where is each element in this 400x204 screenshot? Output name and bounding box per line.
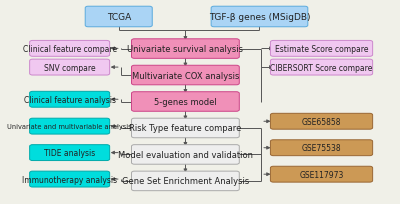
FancyBboxPatch shape	[132, 40, 239, 59]
Text: TIDE analysis: TIDE analysis	[44, 148, 95, 157]
Text: 5-genes model: 5-genes model	[154, 98, 217, 106]
FancyBboxPatch shape	[132, 171, 239, 191]
Text: Gene Set Enrichment Analysis: Gene Set Enrichment Analysis	[122, 176, 249, 185]
FancyBboxPatch shape	[270, 140, 373, 156]
Text: Univariate and multivariable analysis: Univariate and multivariable analysis	[7, 124, 132, 130]
FancyBboxPatch shape	[85, 7, 152, 28]
FancyBboxPatch shape	[30, 60, 110, 76]
FancyBboxPatch shape	[30, 171, 110, 187]
Text: CIBERSORT Score compare: CIBERSORT Score compare	[270, 63, 373, 72]
FancyBboxPatch shape	[270, 114, 373, 130]
Text: Model evaluation and validation: Model evaluation and validation	[118, 150, 253, 159]
FancyBboxPatch shape	[211, 7, 308, 28]
FancyBboxPatch shape	[132, 92, 239, 112]
FancyBboxPatch shape	[270, 60, 373, 76]
FancyBboxPatch shape	[270, 41, 373, 57]
Text: Univariate survival analysis: Univariate survival analysis	[128, 45, 244, 54]
Text: TCGA: TCGA	[107, 13, 131, 22]
Text: TGF-β genes (MSigDB): TGF-β genes (MSigDB)	[209, 13, 310, 22]
FancyBboxPatch shape	[132, 145, 239, 164]
Text: GSE65858: GSE65858	[302, 117, 341, 126]
Text: Clinical feature analysis: Clinical feature analysis	[24, 95, 116, 104]
FancyBboxPatch shape	[132, 66, 239, 85]
FancyBboxPatch shape	[270, 166, 373, 182]
FancyBboxPatch shape	[132, 119, 239, 138]
Text: Estimate Score compare: Estimate Score compare	[275, 45, 368, 54]
FancyBboxPatch shape	[30, 145, 110, 161]
FancyBboxPatch shape	[30, 92, 110, 108]
Text: GSE75538: GSE75538	[302, 144, 341, 152]
Text: Clinical feature compare: Clinical feature compare	[22, 45, 117, 54]
Text: GSE117973: GSE117973	[299, 170, 344, 179]
Text: SNV compare: SNV compare	[44, 63, 96, 72]
FancyBboxPatch shape	[30, 41, 110, 57]
Text: Immunotherapy analysis: Immunotherapy analysis	[22, 175, 117, 184]
FancyBboxPatch shape	[30, 119, 110, 134]
Text: Multivariate COX analysis: Multivariate COX analysis	[132, 71, 239, 80]
Text: Risk Type feature compare: Risk Type feature compare	[129, 124, 242, 133]
